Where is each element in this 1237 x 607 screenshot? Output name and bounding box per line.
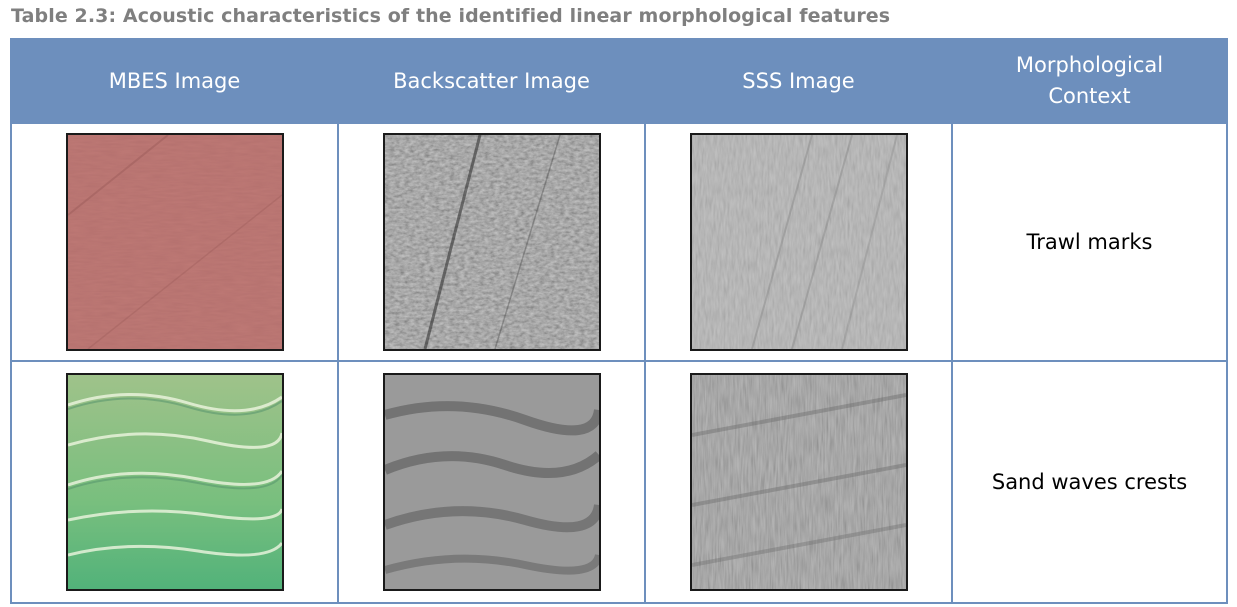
mbes-cell (10, 360, 339, 604)
sss-cell (644, 122, 953, 362)
column-header-sss: SSS Image (644, 38, 953, 124)
mbes-cell (10, 122, 339, 362)
backscatter-cell (337, 360, 646, 604)
table-caption: Table 2.3: Acoustic characteristics of t… (11, 5, 891, 27)
table-row: Sand waves crests (10, 360, 1228, 604)
sss-cell (644, 360, 953, 604)
context-cell: Trawl marks (951, 122, 1228, 362)
header-row: MBES Image Backscatter Image SSS Image M… (10, 38, 1228, 124)
sss-trawl-marks-image (689, 133, 908, 351)
column-header-backscatter: Backscatter Image (337, 38, 646, 124)
backscatter-cell (337, 122, 646, 362)
context-cell: Sand waves crests (951, 360, 1228, 604)
column-header-context: Morphological Context (951, 38, 1228, 124)
acoustic-characteristics-table: MBES Image Backscatter Image SSS Image M… (10, 38, 1228, 604)
mbes-trawl-marks-image (65, 133, 284, 351)
backscatter-trawl-marks-image (382, 133, 601, 351)
column-header-mbes: MBES Image (10, 38, 339, 124)
backscatter-sand-waves-image (382, 373, 601, 591)
table-row: Trawl marks (10, 122, 1228, 362)
sss-sand-waves-image (689, 373, 908, 591)
mbes-sand-waves-image (65, 373, 284, 591)
